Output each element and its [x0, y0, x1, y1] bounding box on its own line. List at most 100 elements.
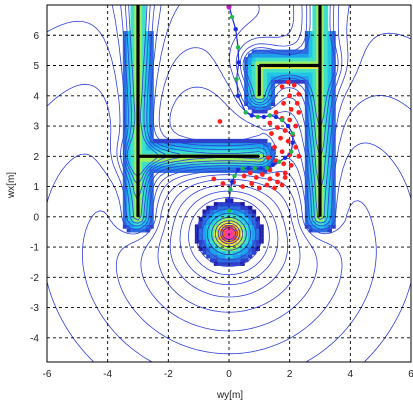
field-cell [229, 164, 234, 170]
red-point [272, 144, 277, 150]
field-cell [225, 213, 230, 218]
field-cell [255, 157, 260, 162]
field-cell [122, 68, 128, 73]
field-cell [138, 224, 143, 229]
field-cell [263, 75, 268, 80]
red-point [275, 125, 280, 130]
field-cell [130, 16, 135, 21]
field-cell [225, 150, 230, 155]
field-cell [270, 60, 276, 66]
red-point [291, 82, 297, 88]
x-tick-label: 0 [226, 369, 232, 380]
field-cell [138, 142, 143, 147]
field-cell [130, 19, 135, 25]
field-cell [130, 38, 135, 43]
field-cell [304, 224, 310, 229]
field-cell [320, 224, 325, 229]
field-cell [126, 112, 132, 118]
field-cell [217, 205, 223, 211]
field-cell [259, 68, 264, 73]
field-cell [141, 216, 147, 222]
field-cell [183, 138, 188, 144]
field-cell [217, 209, 223, 214]
field-cell [274, 57, 279, 62]
field-cell [323, 105, 329, 110]
field-cell [263, 86, 268, 92]
field-cell [240, 239, 245, 244]
field-cell [149, 176, 154, 181]
path-point [228, 187, 233, 192]
field-cell [122, 90, 128, 95]
field-cell [320, 213, 325, 218]
field-cell [206, 246, 211, 252]
field-cell [236, 261, 241, 266]
field-cell [217, 220, 223, 226]
field-cell [308, 213, 314, 218]
field-cell [323, 176, 329, 181]
field-cell [187, 150, 192, 155]
field-cell [202, 168, 207, 173]
field-cell [251, 105, 257, 110]
field-cell [320, 135, 325, 140]
field-cell [259, 101, 264, 107]
field-cell [255, 97, 260, 103]
field-cell [206, 254, 211, 259]
field-cell [255, 161, 260, 166]
field-cell [236, 202, 241, 207]
field-cell [289, 53, 295, 58]
field-cell [122, 60, 128, 66]
field-cell [331, 168, 336, 173]
field-cell [331, 75, 336, 80]
field-cell [259, 79, 264, 84]
field-cell [263, 68, 268, 73]
field-cell [327, 75, 332, 80]
field-cell [285, 60, 291, 66]
field-cell [141, 79, 147, 84]
field-cell [156, 138, 162, 144]
field-cell [130, 45, 135, 51]
field-cell [312, 49, 317, 54]
field-cell [122, 105, 128, 110]
field-cell [236, 164, 241, 170]
field-cell [138, 45, 143, 51]
field-cell [304, 57, 310, 62]
field-cell [221, 250, 226, 255]
path-point [261, 114, 267, 120]
field-cell [229, 231, 234, 237]
field-cell [308, 146, 314, 151]
field-cell [141, 23, 147, 28]
field-cell [225, 250, 230, 255]
field-cell [304, 150, 310, 155]
field-cell [259, 90, 264, 95]
field-cell [221, 157, 226, 162]
field-cell [130, 49, 135, 54]
field-cell [213, 257, 219, 263]
field-cell [304, 71, 310, 77]
red-point [294, 100, 300, 106]
field-cell [198, 168, 204, 173]
field-cell [202, 213, 207, 218]
field-cell [278, 57, 283, 62]
field-cell [225, 157, 230, 162]
field-cell [202, 216, 207, 222]
field-cell [138, 19, 143, 25]
red-point [282, 175, 288, 180]
field-cell [301, 60, 306, 66]
field-cell [206, 224, 211, 229]
field-cell [320, 86, 325, 92]
field-cell [210, 220, 215, 226]
field-cell [255, 220, 260, 226]
field-cell [122, 45, 128, 51]
field-cell [263, 79, 268, 84]
field-cell [255, 146, 260, 151]
field-cell [331, 57, 336, 62]
field-cell [126, 109, 132, 114]
field-cell [304, 105, 310, 110]
field-cell [149, 53, 154, 58]
field-cell [308, 49, 314, 54]
field-cell [149, 224, 154, 229]
field-cell [232, 209, 238, 214]
field-cell [194, 138, 200, 144]
contour-line [222, 226, 236, 241]
field-cell [251, 235, 257, 240]
